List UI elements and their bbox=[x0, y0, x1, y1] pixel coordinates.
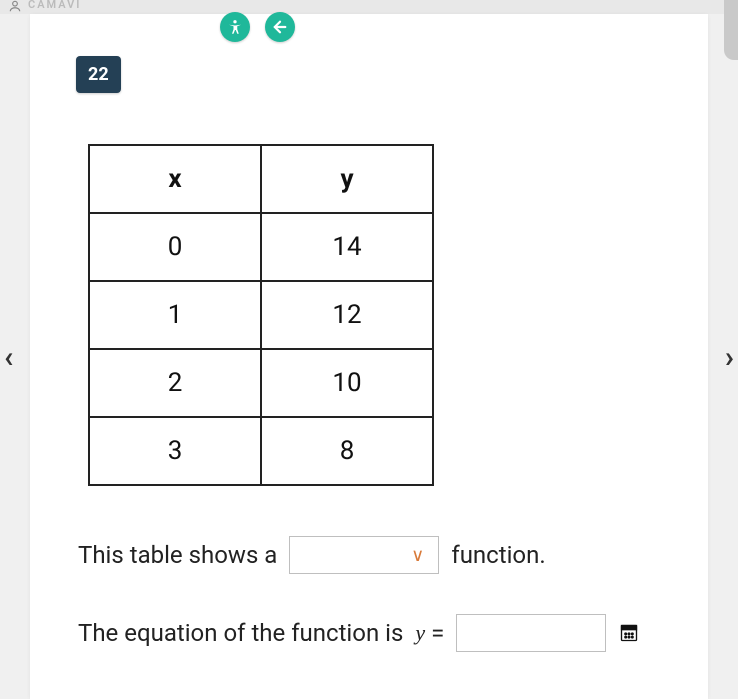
table-cell: 0 bbox=[89, 213, 261, 281]
chevron-down-icon: ∨ bbox=[411, 545, 424, 566]
function-type-dropdown[interactable]: ∨ bbox=[289, 536, 439, 574]
table-row: 3 8 bbox=[89, 417, 433, 485]
table-header-y: y bbox=[261, 145, 433, 213]
table-header-row: x y bbox=[89, 145, 433, 213]
question-number-badge: 22 bbox=[76, 56, 121, 93]
table-header-x: x bbox=[89, 145, 261, 213]
sentence-equation: The equation of the function is y = bbox=[78, 614, 640, 652]
variable-y: y bbox=[415, 620, 425, 646]
sentence2-before: The equation of the function is bbox=[78, 619, 403, 647]
accessibility-button[interactable] bbox=[220, 12, 250, 42]
scroll-indicator[interactable] bbox=[724, 0, 738, 60]
table-cell: 10 bbox=[261, 349, 433, 417]
table-cell: 1 bbox=[89, 281, 261, 349]
table-cell: 8 bbox=[261, 417, 433, 485]
sentence-function-type: This table shows a ∨ function. bbox=[78, 536, 546, 574]
table-row: 2 10 bbox=[89, 349, 433, 417]
back-button[interactable] bbox=[265, 12, 295, 42]
sentence1-before: This table shows a bbox=[78, 541, 277, 569]
brand-faint-text: CAMAVI bbox=[28, 0, 81, 11]
next-question-button[interactable]: › bbox=[725, 340, 734, 375]
xy-table: x y 0 14 1 12 2 10 3 8 bbox=[88, 144, 434, 486]
sentence1-after: function. bbox=[451, 541, 545, 569]
user-icon bbox=[8, 0, 22, 17]
content-card: 22 x y 0 14 1 12 2 10 3 8 This table sho… bbox=[30, 14, 708, 699]
keypad-icon[interactable] bbox=[618, 622, 640, 644]
table-cell: 2 bbox=[89, 349, 261, 417]
equals-sign: = bbox=[431, 619, 444, 647]
table-cell: 12 bbox=[261, 281, 433, 349]
equation-input[interactable] bbox=[456, 614, 606, 652]
table-cell: 14 bbox=[261, 213, 433, 281]
table-row: 1 12 bbox=[89, 281, 433, 349]
table-cell: 3 bbox=[89, 417, 261, 485]
table-row: 0 14 bbox=[89, 213, 433, 281]
prev-question-button[interactable]: ‹ bbox=[4, 340, 13, 375]
top-strip: CAMAVI bbox=[0, 0, 738, 14]
